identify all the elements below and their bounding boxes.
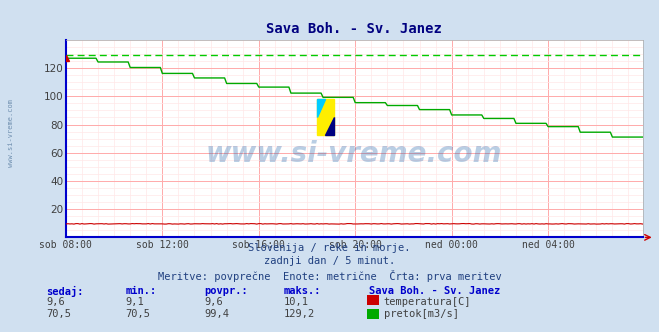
Text: 10,1: 10,1 [283, 297, 308, 307]
Text: min.:: min.: [125, 286, 156, 295]
Text: 70,5: 70,5 [46, 309, 71, 319]
Text: 129,2: 129,2 [283, 309, 314, 319]
Text: temperatura[C]: temperatura[C] [384, 297, 471, 307]
Text: sedaj:: sedaj: [46, 286, 84, 296]
Text: 9,6: 9,6 [204, 297, 223, 307]
Text: Sava Boh. - Sv. Janez: Sava Boh. - Sv. Janez [369, 286, 500, 295]
Text: www.si-vreme.com: www.si-vreme.com [206, 140, 502, 168]
Polygon shape [326, 117, 334, 135]
Polygon shape [317, 99, 326, 117]
Bar [317, 99, 334, 135]
Text: maks.:: maks.: [283, 286, 321, 295]
Text: www.si-vreme.com: www.si-vreme.com [8, 99, 14, 167]
Text: 9,6: 9,6 [46, 297, 65, 307]
Text: 9,1: 9,1 [125, 297, 144, 307]
Text: Slovenija / reke in morje.: Slovenija / reke in morje. [248, 243, 411, 253]
Title: Sava Boh. - Sv. Janez: Sava Boh. - Sv. Janez [266, 22, 442, 36]
Text: 70,5: 70,5 [125, 309, 150, 319]
Text: zadnji dan / 5 minut.: zadnji dan / 5 minut. [264, 256, 395, 266]
Text: pretok[m3/s]: pretok[m3/s] [384, 309, 459, 319]
Text: Meritve: povprečne  Enote: metrične  Črta: prva meritev: Meritve: povprečne Enote: metrične Črta:… [158, 270, 501, 282]
Text: povpr.:: povpr.: [204, 286, 248, 295]
Text: 99,4: 99,4 [204, 309, 229, 319]
